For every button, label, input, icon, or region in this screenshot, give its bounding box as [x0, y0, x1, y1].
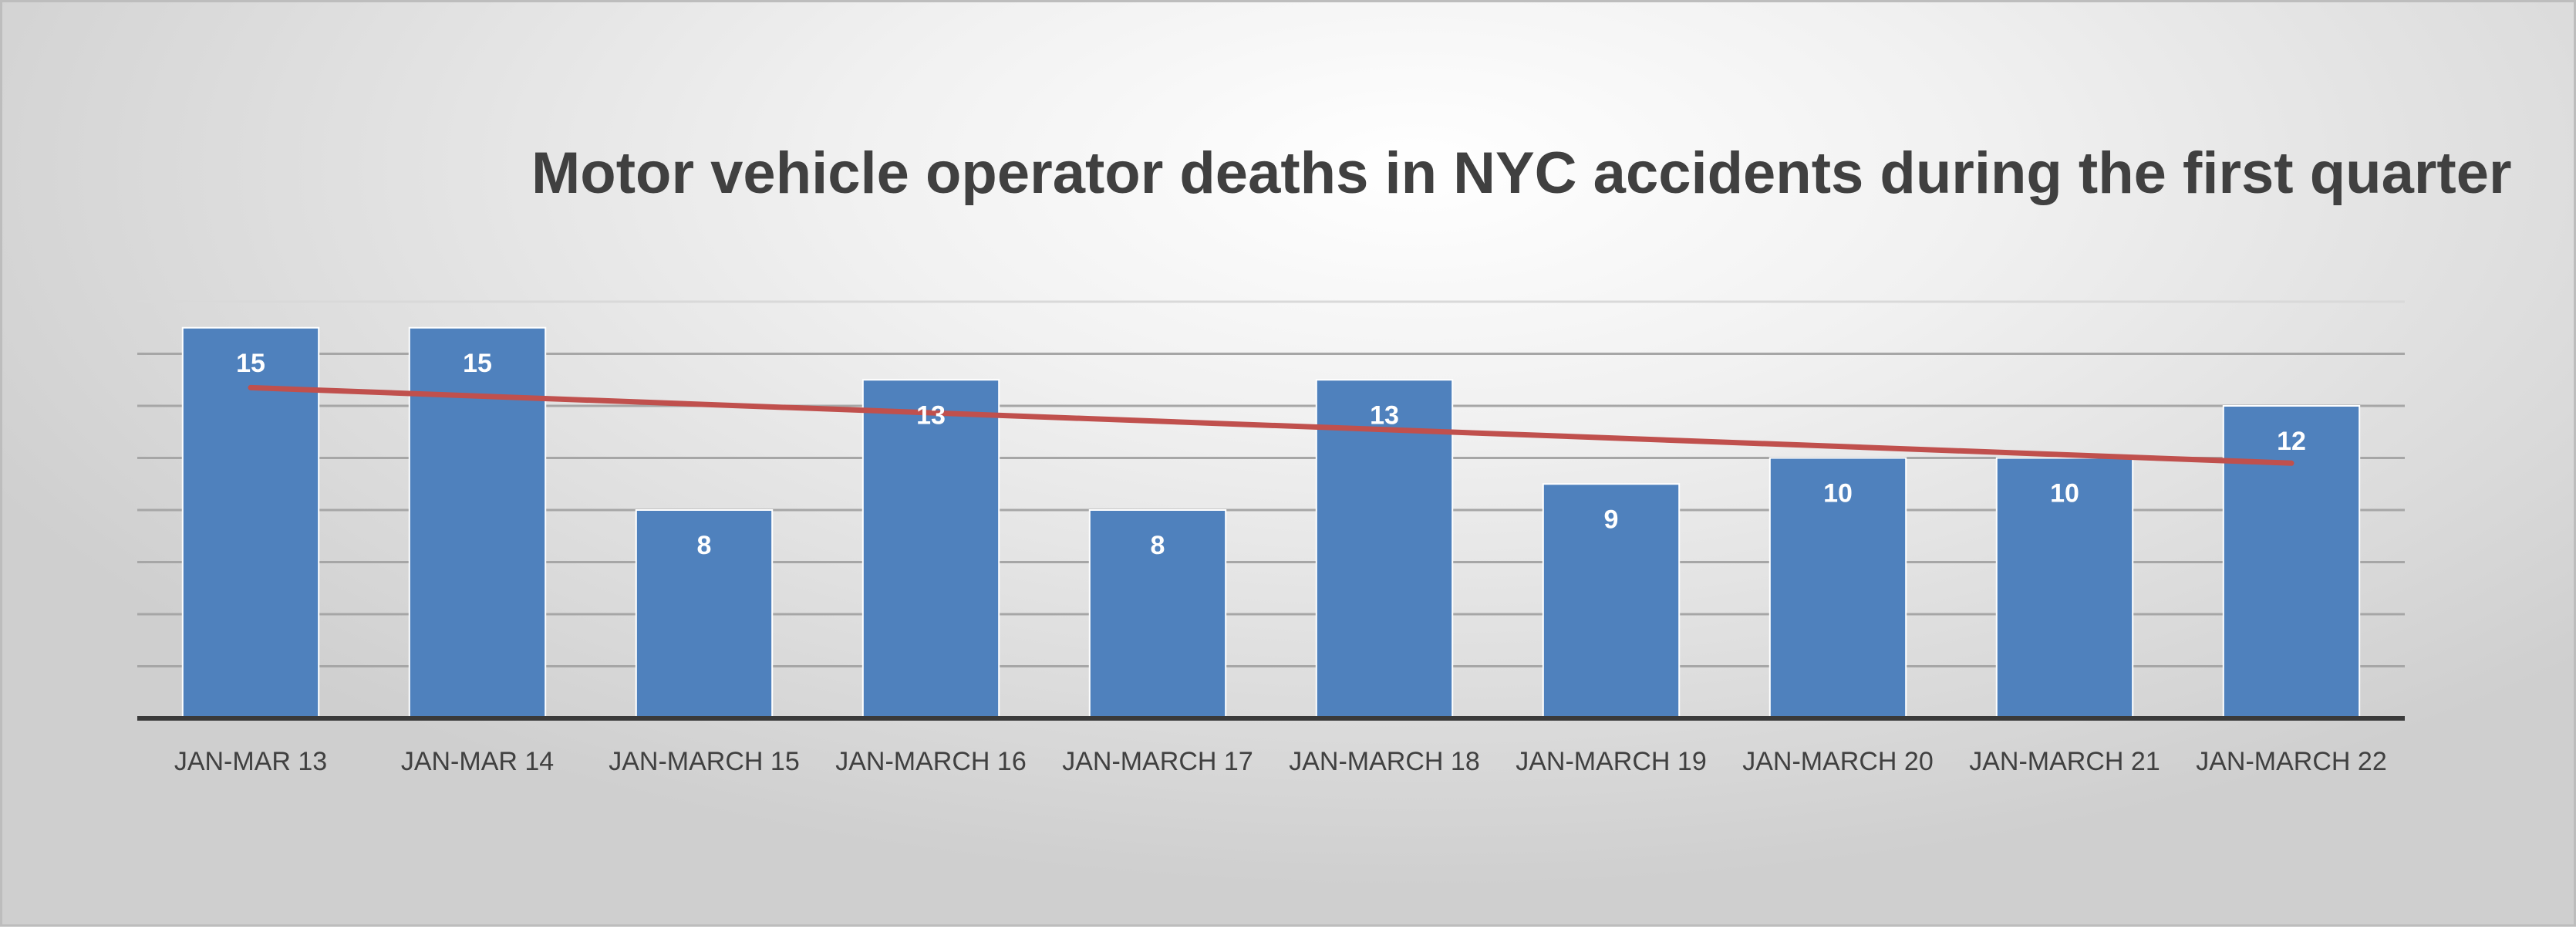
bar-data-label: 13: [1370, 400, 1399, 430]
bar-data-label: 15: [463, 349, 492, 378]
x-tick-label: JAN-MARCH 19: [1516, 747, 1706, 776]
bar: [861, 379, 1000, 719]
bar-series: [181, 326, 2361, 719]
bar-data-label: 9: [1604, 505, 1619, 534]
bar: [408, 326, 547, 719]
bar: [635, 509, 774, 719]
bar-data-label: 8: [697, 531, 712, 560]
chart-title: Motor vehicle operator deaths in NYC acc…: [531, 140, 2512, 206]
x-tick-label: JAN-MARCH 22: [2196, 747, 2386, 776]
trendline-line: [248, 384, 2294, 466]
x-tick-label: JAN-MARCH 18: [1289, 747, 1479, 776]
x-tick-labels: JAN-MAR 13 JAN-MAR 14 JAN-MARCH 15 JAN-MARC…: [174, 747, 2387, 776]
bar: [1995, 457, 2134, 719]
x-tick-label: JAN-MARCH 17: [1062, 747, 1253, 776]
x-tick-label: JAN-MAR 13: [174, 747, 327, 776]
bar: [1088, 509, 1227, 719]
x-tick-label: JAN-MARCH 20: [1742, 747, 1933, 776]
bar: [1542, 483, 1681, 719]
x-tick-label: JAN-MARCH 21: [1969, 747, 2160, 776]
bar-data-label: 8: [1151, 531, 1165, 560]
bar-data-label: 15: [236, 349, 265, 378]
bar-data-label: 13: [916, 400, 946, 430]
bar: [1315, 379, 1454, 719]
x-tick-label: JAN-MARCH 16: [835, 747, 1026, 776]
bar-data-label: 12: [2277, 427, 2306, 456]
bar-data-label: 10: [2050, 479, 2079, 508]
bar: [2222, 405, 2361, 719]
bar: [181, 326, 320, 719]
bar-data-label: 10: [1823, 479, 1853, 508]
x-tick-label: JAN-MARCH 15: [609, 747, 799, 776]
trendline: [248, 384, 2294, 466]
data-labels: 15 15 8 13 8 13 9 10 10 12: [236, 349, 2306, 560]
bar: [1768, 457, 1907, 719]
x-tick-label: JAN-MAR 14: [401, 747, 554, 776]
